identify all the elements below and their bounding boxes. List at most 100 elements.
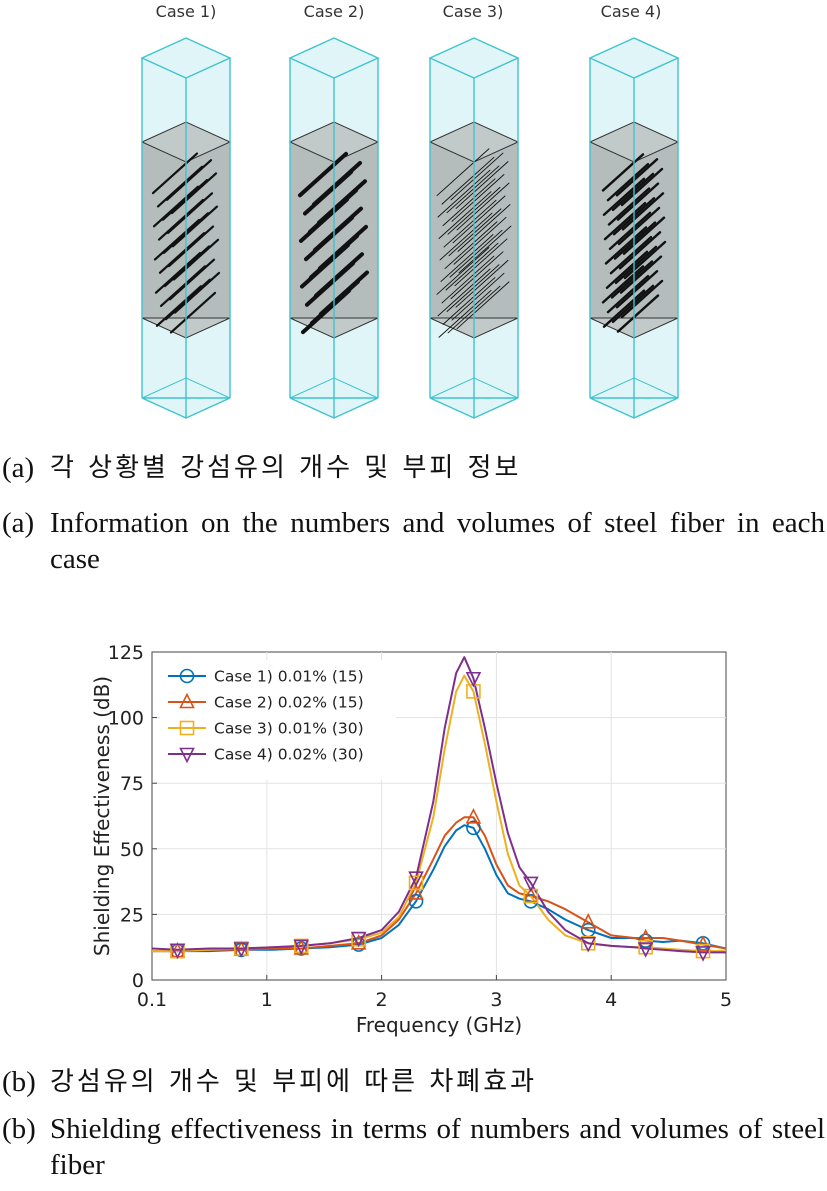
series-line <box>151 656 726 954</box>
series-line <box>152 816 727 953</box>
y-tick-label: 25 <box>120 904 144 926</box>
steel-fiber <box>451 174 505 222</box>
steel-fiber <box>456 281 510 330</box>
triangle-up-marker <box>350 933 367 950</box>
case-label: Case 2) <box>304 2 365 21</box>
steel-fiber <box>442 277 496 325</box>
steel-fiber <box>439 212 493 261</box>
steel-fiber <box>449 229 503 278</box>
steel-fiber <box>153 218 201 261</box>
caption-label: (b) <box>2 1066 36 1098</box>
steel-fiber <box>303 170 353 216</box>
steel-fiber <box>301 288 351 335</box>
steel-fiber <box>169 291 217 334</box>
steel-fiber <box>621 192 665 231</box>
steel-fiber <box>620 279 664 319</box>
steel-fiber <box>436 247 490 295</box>
triangle-up-marker <box>179 692 195 709</box>
steel-fiber <box>457 204 511 252</box>
steel-fiber <box>437 169 491 218</box>
x-tick-label: 2 <box>376 989 388 1011</box>
caption-text: Shielding effectiveness in terms of numb… <box>50 1113 825 1181</box>
x-tick-label: 3 <box>490 989 502 1011</box>
steel-fiber <box>611 284 655 324</box>
caption-label: (a) <box>2 507 35 539</box>
steel-fiber <box>619 255 663 294</box>
steel-fiber <box>448 208 502 257</box>
steel-fiber <box>615 270 659 309</box>
steel-fiber <box>156 165 204 208</box>
steel-fiber <box>157 198 205 241</box>
caption-b-english: (b) Shielding effectiveness in terms of … <box>0 1111 827 1191</box>
steel-fiber <box>299 197 349 243</box>
caption-text: 각 상황별 강섬유의 개수 및 부피 정보 <box>50 453 522 483</box>
case-label: Case 3) <box>443 2 504 21</box>
x-axis-title: Frequency (GHz) <box>356 1013 522 1037</box>
specimen-prism <box>588 37 680 419</box>
case-diagram-figure: Case 1) Case 2) Case 3) Case 4) <box>140 2 680 419</box>
steel-fiber <box>437 268 491 317</box>
steel-fiber <box>441 255 495 304</box>
steel-fiber <box>436 148 490 196</box>
steel-fiber <box>605 250 649 289</box>
legend-label: Case 3) 0.01% (30) <box>214 720 364 738</box>
steel-fiber <box>602 289 646 328</box>
triangle-up-marker <box>695 935 711 951</box>
steel-fiber <box>445 242 499 291</box>
steel-fiber <box>442 178 496 227</box>
y-tick-label: 50 <box>120 839 144 861</box>
case-prisms <box>140 37 680 419</box>
square-marker <box>695 943 711 959</box>
steel-fiber <box>446 165 500 214</box>
steel-fiber <box>610 260 654 299</box>
caption-text: 강섬유의 개수 및 부피에 따른 차폐효과 <box>50 1067 538 1097</box>
chart-legend: Case 1) 0.01% (15) Case 2) 0.02% (15) Case… <box>160 660 396 780</box>
caption-text: Information on the numbers and volumes o… <box>50 507 825 575</box>
triangle-down-marker <box>293 939 310 956</box>
steel-fiber <box>440 234 494 282</box>
x-tick-label: 0.1 <box>137 989 167 1011</box>
steel-fiber <box>603 201 647 241</box>
steel-fiber <box>606 162 650 202</box>
steel-fiber <box>155 285 203 327</box>
legend-label: Case 1) 0.01% (15) <box>214 668 364 686</box>
steel-fiber <box>606 274 650 314</box>
series-markers <box>169 671 711 962</box>
steel-fiber <box>438 191 492 239</box>
steel-fiber <box>444 221 498 269</box>
steel-fiber <box>151 152 199 195</box>
steel-fiber <box>159 265 207 308</box>
triangle-up-marker <box>465 808 482 824</box>
series-lines <box>151 656 727 954</box>
specimen-prism <box>288 37 380 419</box>
y-tick-label: 0 <box>132 970 144 992</box>
y-tick-label: 75 <box>120 773 144 795</box>
steel-fiber <box>458 225 512 274</box>
steel-fiber <box>158 232 206 274</box>
steel-fiber <box>452 195 506 244</box>
box-edge <box>289 377 379 399</box>
steel-fiber <box>152 185 200 228</box>
steel-fiber <box>456 182 510 231</box>
x-tick-label: 1 <box>261 989 273 1011</box>
specimen-prism <box>140 37 232 419</box>
steel-fiber <box>620 167 664 207</box>
circle-marker <box>408 893 424 909</box>
steel-fiber <box>305 261 355 307</box>
steel-fiber <box>602 177 646 216</box>
steel-fiber <box>441 156 495 205</box>
x-tick-label: 4 <box>605 989 617 1011</box>
y-axis-title: Shielding Effectiveness (dB) <box>90 676 114 956</box>
steel-fiber <box>601 153 645 192</box>
steel-fiber <box>450 152 504 201</box>
steel-fiber <box>454 238 508 287</box>
steel-fiber <box>451 272 505 321</box>
triangle-down-marker <box>637 942 654 958</box>
triangle-down-marker <box>179 747 195 764</box>
steel-fiber <box>154 251 202 294</box>
caption-a-english: (a) Information on the numbers and volum… <box>0 505 827 585</box>
circle-marker <box>179 668 195 684</box>
steel-fiber <box>616 294 660 333</box>
